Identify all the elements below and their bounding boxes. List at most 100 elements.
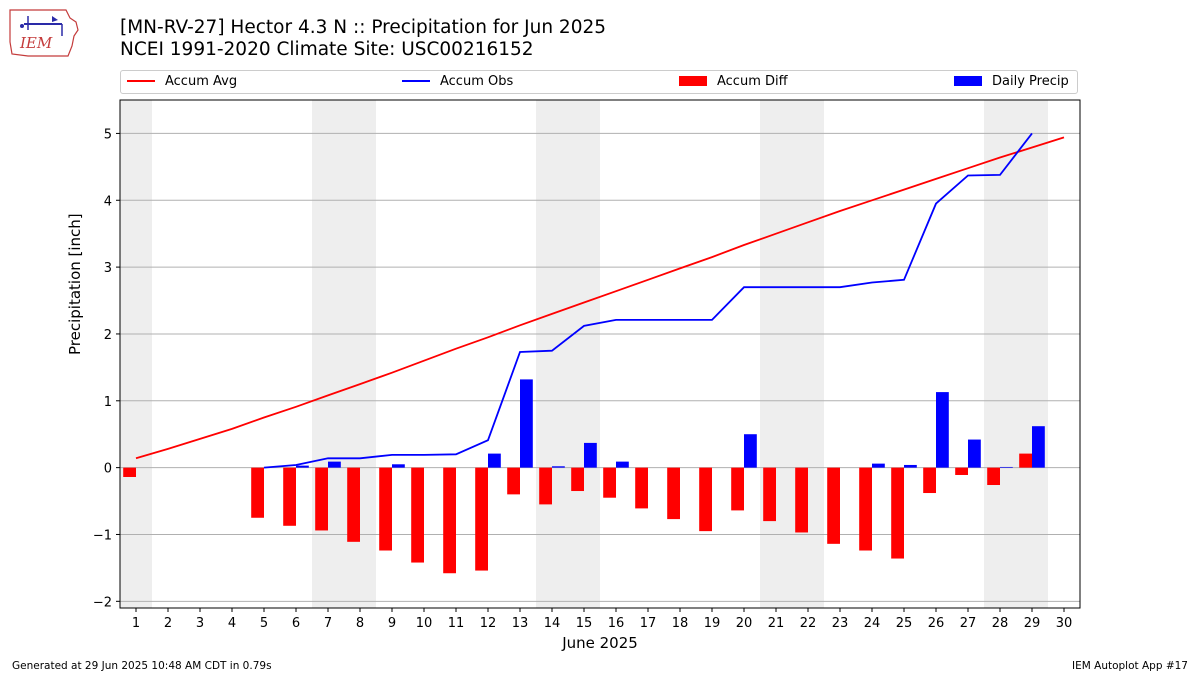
accum-diff-bar — [1019, 453, 1032, 468]
legend-swatch-accum-obs — [402, 79, 430, 82]
legend-swatch-daily-precip — [954, 75, 982, 86]
accum-avg-line — [135, 136, 1065, 460]
title-line-2: NCEI 1991-2020 Climate Site: USC00216152 — [120, 39, 534, 60]
x-tick-label: 13 — [512, 616, 529, 631]
accum-diff-bar — [731, 467, 744, 511]
x-tick-label: 7 — [324, 616, 332, 631]
accum-diff-bar — [795, 467, 808, 533]
x-tick-label: 29 — [1024, 616, 1041, 631]
accum-diff-bar — [827, 467, 840, 544]
x-axis-label: June 2025 — [0, 634, 1200, 652]
x-tick-label: 22 — [800, 616, 817, 631]
accum-diff-bar — [251, 467, 264, 518]
y-tick-label: −2 — [93, 595, 112, 610]
accum-diff-bar — [315, 467, 328, 531]
accum-diff-bar — [859, 467, 872, 551]
iem-logo: IEM — [9, 9, 79, 57]
x-tick-label: 27 — [960, 616, 977, 631]
legend-swatch-accum-diff — [679, 75, 707, 86]
legend-item-accum-obs: Accum Obs — [402, 74, 513, 90]
accum-diff-bar — [923, 467, 936, 494]
y-tick-label: 0 — [104, 462, 112, 477]
y-tick-label: −1 — [93, 528, 112, 543]
plot-frame — [119, 99, 1081, 609]
daily-precip-bar — [872, 463, 885, 468]
accum-diff-bar — [123, 467, 136, 477]
accum-diff-bar — [763, 467, 776, 522]
legend-label-accum-diff: Accum Diff — [717, 74, 788, 89]
x-tick-label: 20 — [736, 616, 753, 631]
legend-label-accum-obs: Accum Obs — [440, 74, 514, 89]
accum-diff-bar — [699, 467, 712, 532]
daily-precip-bar — [744, 434, 757, 468]
x-tick-label: 19 — [704, 616, 721, 631]
legend-item-accum-avg: Accum Avg — [127, 74, 237, 90]
accum-diff-bar — [571, 467, 584, 492]
x-tick-label: 1 — [132, 616, 140, 631]
daily-precip-bar — [552, 466, 565, 468]
legend-label-daily-precip: Daily Precip — [992, 74, 1069, 89]
accum-diff-bar — [667, 467, 680, 520]
daily-precip-bar — [488, 453, 501, 468]
weekend-band — [312, 100, 376, 608]
iowa-outline — [9, 9, 79, 57]
x-tick-label: 17 — [640, 616, 657, 631]
x-tick-label: 14 — [544, 616, 561, 631]
x-tick-label: 15 — [576, 616, 593, 631]
x-tick-label: 30 — [1056, 616, 1073, 631]
weekend-band — [536, 100, 600, 608]
accum-diff-bar — [283, 467, 296, 526]
accum-diff-bar — [891, 467, 904, 559]
legend-swatch-accum-avg — [127, 79, 155, 82]
accum-diff-bar — [411, 467, 424, 563]
x-tick-label: 4 — [228, 616, 236, 631]
accum-obs-line — [263, 132, 1033, 469]
x-tick-label: 24 — [864, 616, 881, 631]
y-axis-label: Precipitation [inch] — [66, 213, 84, 355]
daily-precip-bar — [1000, 466, 1013, 468]
daily-precip-bar — [616, 461, 629, 468]
footer-generated: Generated at 29 Jun 2025 10:48 AM CDT in… — [12, 660, 272, 672]
accum-diff-bar — [635, 467, 648, 509]
y-tick-label: 2 — [104, 328, 112, 343]
accum-diff-bar — [603, 467, 616, 498]
daily-precip-bar — [584, 442, 597, 468]
legend-label-accum-avg: Accum Avg — [165, 74, 238, 89]
x-tick-label: 2 — [164, 616, 172, 631]
x-axis-label-text: June 2025 — [562, 634, 638, 652]
logo-text: IEM — [19, 34, 53, 52]
accum-diff-bar — [475, 467, 488, 571]
x-tick-label: 8 — [356, 616, 364, 631]
accum-diff-bar — [347, 467, 360, 542]
x-tick-label: 11 — [448, 616, 465, 631]
weekend-band — [760, 100, 824, 608]
weekend-band — [120, 100, 152, 608]
x-tick-label: 26 — [928, 616, 945, 631]
legend-item-daily-precip: Daily Precip — [954, 74, 1069, 90]
x-tick-label: 21 — [768, 616, 785, 631]
legend-item-accum-diff: Accum Diff — [679, 74, 788, 90]
x-tick-label: 16 — [608, 616, 625, 631]
accum-diff-bar — [379, 467, 392, 551]
accum-diff-bar — [443, 467, 456, 574]
daily-precip-bar — [296, 465, 309, 468]
x-tick-label: 28 — [992, 616, 1009, 631]
x-tick-label: 23 — [832, 616, 849, 631]
accum-diff-bar — [539, 467, 552, 505]
x-tick-label: 12 — [480, 616, 497, 631]
footer-app: IEM Autoplot App #17 — [1072, 660, 1188, 672]
accum-diff-bar — [987, 467, 1000, 486]
x-tick-label: 6 — [292, 616, 300, 631]
legend: Accum Avg Accum Obs Accum Diff Daily Pre… — [120, 70, 1078, 94]
accum-diff-bar — [955, 467, 968, 475]
y-tick-label: 5 — [104, 127, 112, 142]
daily-precip-bar — [968, 439, 981, 468]
daily-precip-bar — [936, 392, 949, 468]
y-tick-label: 4 — [104, 194, 112, 209]
daily-precip-bar — [328, 461, 341, 468]
weekend-band — [984, 100, 1048, 608]
x-tick-label: 5 — [260, 616, 268, 631]
accum-diff-bar — [507, 467, 520, 495]
x-tick-label: 10 — [416, 616, 433, 631]
